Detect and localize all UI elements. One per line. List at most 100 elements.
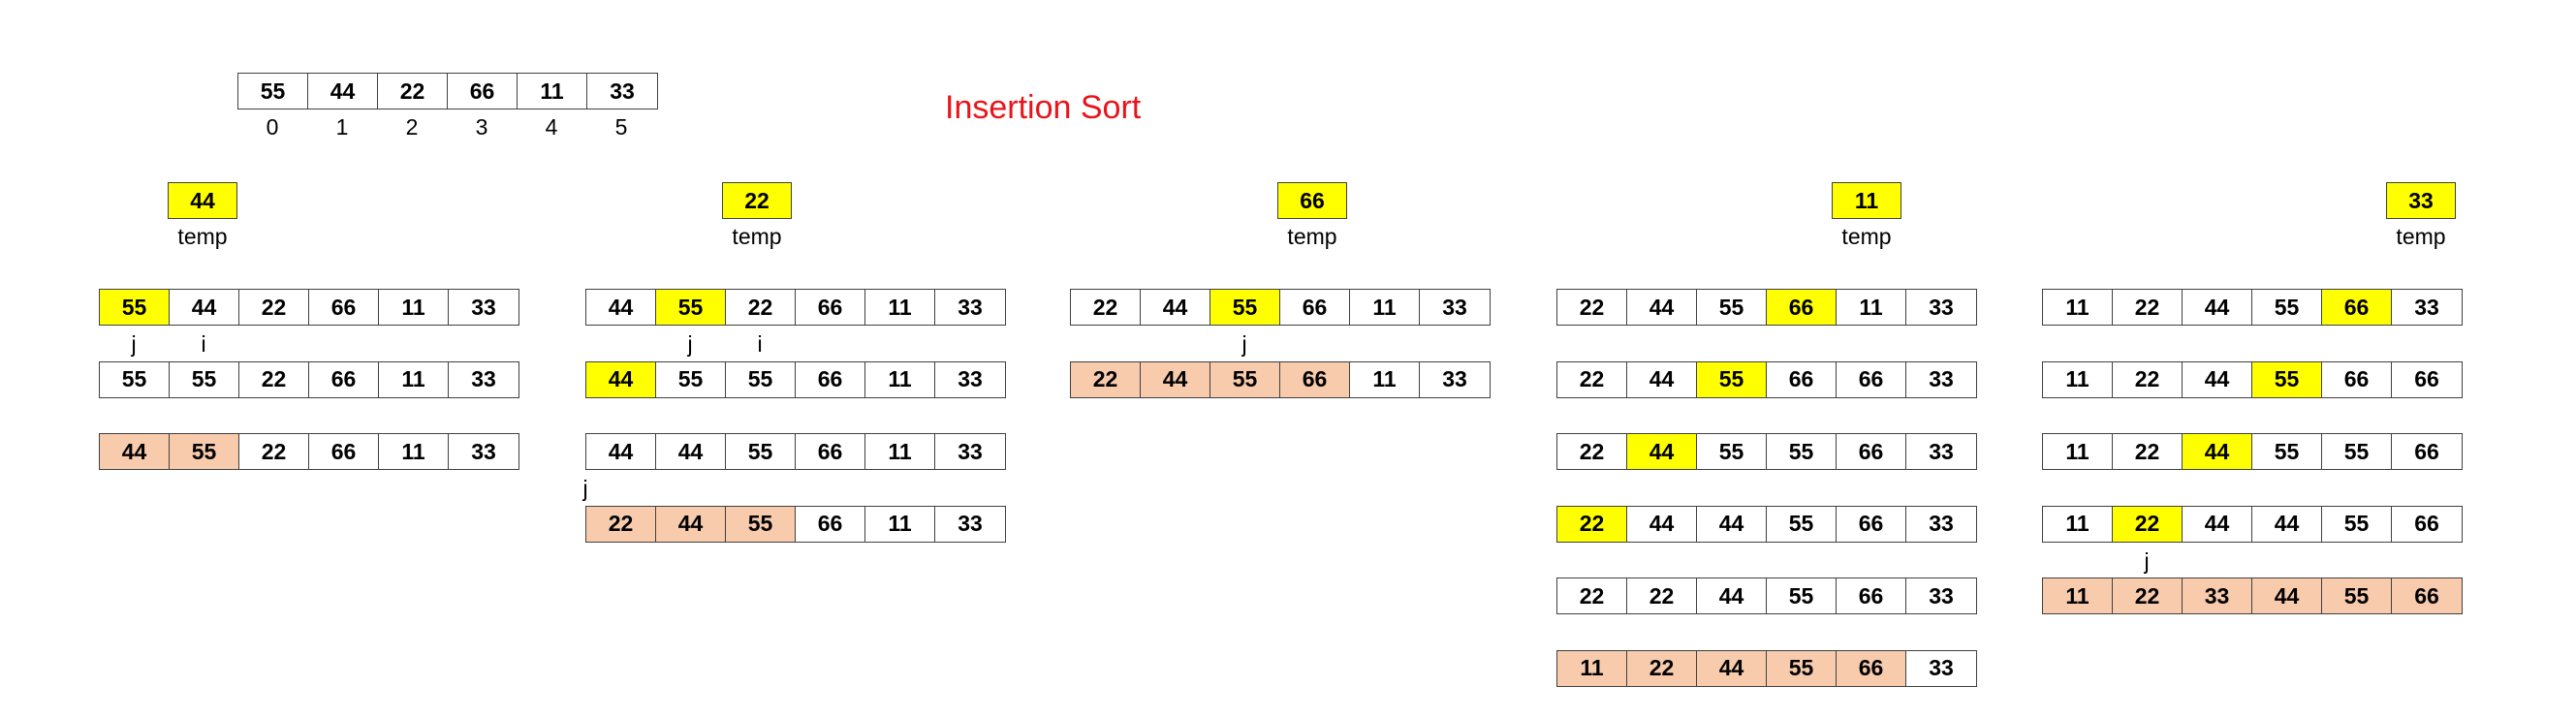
- array-state-row: 22 44 55 66 66 33: [1556, 360, 1977, 398]
- array-state-row: 11 22 44 55 66 33: [1556, 649, 1977, 687]
- array-cell: 55: [1767, 434, 1837, 469]
- index-label: 2: [405, 114, 419, 140]
- highlighted-cell: 55: [1210, 290, 1280, 325]
- array-cell: 44: [2183, 506, 2252, 542]
- array-cell: 11: [865, 361, 935, 397]
- array-cell: 44: [1697, 578, 1767, 613]
- array-cell: 33: [471, 294, 496, 320]
- temp-value: 33: [2386, 182, 2456, 219]
- array-cell: 55: [238, 74, 308, 109]
- highlighted-cell: 55: [656, 290, 726, 325]
- array-cell: 11: [379, 361, 449, 397]
- array-state-row: 22 44 55 66 11 33: [585, 505, 1006, 543]
- array-cell: 33: [1929, 294, 1954, 320]
- array-cell: 22: [1557, 434, 1627, 469]
- sorted-cell: 44: [1697, 650, 1767, 686]
- array-cell: 66: [796, 506, 865, 542]
- array-state-row: 55 55 22 66 11 33: [99, 360, 519, 398]
- pointer-i: i: [201, 331, 206, 357]
- array-state-row: 22 44 55 66 11 33: [1556, 289, 1977, 326]
- pointer-j: j: [2144, 547, 2150, 574]
- array-cell: 33: [958, 294, 983, 320]
- array-cell: 11: [2043, 361, 2113, 397]
- array-cell: 33: [610, 78, 635, 104]
- array-cell: 33: [471, 438, 496, 464]
- array-cell: 66: [1280, 290, 1350, 325]
- temp-value: 66: [1277, 182, 1347, 219]
- sorted-cell: 44: [656, 506, 726, 542]
- array-cell: 44: [656, 434, 726, 469]
- array-state-row: 11 22 44 44 55 66: [2042, 505, 2463, 543]
- array-cell: 44: [170, 290, 239, 325]
- pointer-j: j: [1241, 331, 1247, 357]
- array-cell: 44: [1627, 361, 1697, 397]
- array-cell: 22: [2113, 290, 2183, 325]
- array-cell: 55: [2322, 506, 2392, 542]
- array-cell: 33: [958, 366, 983, 391]
- highlighted-cell: 66: [1767, 290, 1837, 325]
- array-cell: 33: [958, 438, 983, 464]
- array-cell: 66: [1837, 578, 1906, 613]
- array-cell: 66: [309, 361, 379, 397]
- sorted-cell: 22: [1627, 650, 1697, 686]
- sorted-cell: 22: [1071, 361, 1141, 397]
- array-cell: 66: [448, 74, 518, 109]
- sorted-cell: 66: [1280, 361, 1350, 397]
- array-cell: 33: [1929, 438, 1954, 464]
- array-cell: 55: [656, 361, 726, 397]
- array-cell: 22: [239, 290, 309, 325]
- array-state-row: 22 44 55 66 11 33: [1070, 360, 1491, 398]
- array-cell: 11: [865, 506, 935, 542]
- array-cell: 11: [2043, 506, 2113, 542]
- array-cell: 22: [239, 361, 309, 397]
- array-cell: 22: [1557, 361, 1627, 397]
- array-cell: 11: [865, 434, 935, 469]
- index-label: 5: [614, 114, 628, 140]
- array-cell: 11: [2043, 290, 2113, 325]
- array-cell: 44: [1627, 506, 1697, 542]
- temp-label: temp: [2396, 224, 2446, 249]
- diagram-title: Insertion Sort: [945, 89, 1142, 126]
- array-state-row: 11 22 33 44 55 66: [2042, 578, 2463, 614]
- array-cell: 55: [726, 361, 796, 397]
- pointer-j: j: [687, 331, 693, 357]
- array-cell: 66: [796, 290, 865, 325]
- sorted-cell: 44: [100, 434, 170, 469]
- array-cell: 66: [309, 434, 379, 469]
- array-cell: 66: [2322, 361, 2392, 397]
- array-state-row: 44 55 55 66 11 33: [585, 360, 1006, 398]
- array-cell: 22: [1071, 290, 1141, 325]
- highlighted-cell: 66: [2322, 290, 2392, 325]
- index-label: 0: [266, 114, 279, 140]
- array-cell: 33: [1929, 655, 1954, 680]
- array-cell: 55: [1697, 434, 1767, 469]
- sorted-cell: 55: [1210, 361, 1280, 397]
- array-cell: 11: [1350, 290, 1420, 325]
- array-cell: 11: [379, 290, 449, 325]
- array-cell: 66: [1837, 506, 1906, 542]
- array-cell: 33: [471, 366, 496, 391]
- highlighted-cell: 22: [2113, 506, 2183, 542]
- array-cell: 22: [726, 290, 796, 325]
- sorted-cell: 55: [170, 434, 239, 469]
- sorted-cell: 66: [2392, 578, 2462, 613]
- array-cell: 44: [586, 290, 656, 325]
- array-cell: 44: [1141, 290, 1210, 325]
- array-cell: 33: [1442, 366, 1467, 391]
- array-state-row: 11 22 44 55 55 66: [2042, 433, 2463, 470]
- array-cell: 44: [2183, 290, 2252, 325]
- array-state-row: 22 44 44 55 66 33: [1556, 505, 1977, 543]
- array-cell: 22: [1557, 578, 1627, 613]
- index-label: 3: [475, 114, 488, 140]
- array-cell: 33: [1929, 511, 1954, 536]
- array-state-row: 22 44 55 66 11 33: [1070, 289, 1491, 326]
- highlighted-cell: 55: [1697, 361, 1767, 397]
- temp-value: 11: [1832, 182, 1901, 219]
- temp-value: 22: [722, 182, 792, 219]
- temp-value: 44: [168, 182, 237, 219]
- sorted-cell: 11: [2043, 578, 2113, 613]
- array-cell: 33: [2414, 294, 2439, 320]
- array-cell: 66: [2414, 511, 2439, 536]
- sorted-cell: 22: [2113, 578, 2183, 613]
- temp-label: temp: [1841, 224, 1892, 249]
